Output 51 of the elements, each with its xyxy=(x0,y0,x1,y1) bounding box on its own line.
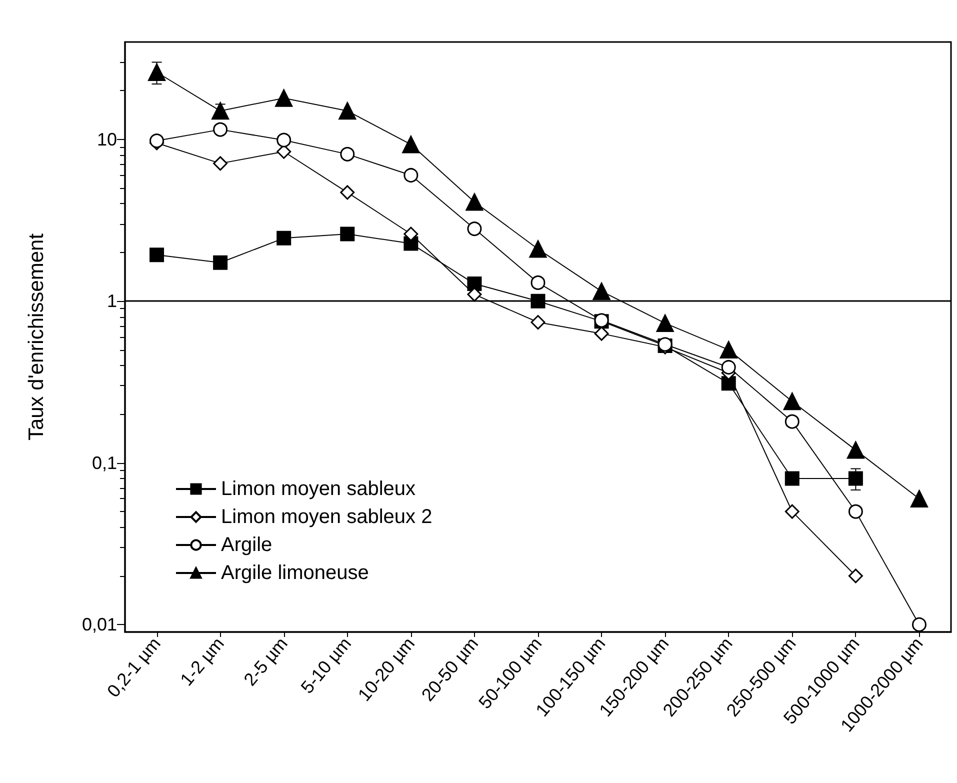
point xyxy=(467,276,482,292)
point xyxy=(784,471,800,486)
point xyxy=(466,193,484,211)
legend-label: Limon moyen sableux 2 xyxy=(221,506,432,528)
point xyxy=(721,360,736,375)
point xyxy=(594,326,609,341)
point xyxy=(213,156,228,171)
point xyxy=(213,122,228,137)
point xyxy=(846,441,864,459)
point xyxy=(912,617,926,632)
point xyxy=(212,102,230,120)
point xyxy=(783,392,801,410)
point xyxy=(404,168,418,183)
point xyxy=(910,490,928,508)
point xyxy=(276,230,292,246)
y-tick-label: 0,01 xyxy=(82,614,117,635)
y-tick-label: 1 xyxy=(106,291,117,312)
point xyxy=(148,64,166,82)
point xyxy=(276,132,292,148)
point xyxy=(530,315,546,330)
point xyxy=(402,136,420,154)
point xyxy=(338,102,356,120)
point xyxy=(150,134,164,148)
y-tick-label: 0,1 xyxy=(92,452,117,473)
y-axis-title: Taux d'enrichissement xyxy=(25,233,48,441)
point xyxy=(213,255,228,270)
point xyxy=(404,226,418,242)
legend-label: Limon moyen sableux xyxy=(221,478,416,500)
point xyxy=(656,314,674,332)
point xyxy=(721,376,736,391)
point xyxy=(592,282,610,300)
point xyxy=(467,222,482,236)
point xyxy=(784,504,800,519)
y-tick-label: 10 xyxy=(96,129,117,150)
point xyxy=(340,185,355,200)
point xyxy=(530,275,546,290)
x-tick-label: 1-2 µm xyxy=(176,634,228,690)
point xyxy=(848,568,863,584)
point xyxy=(848,504,863,519)
point xyxy=(720,341,738,359)
point xyxy=(340,226,355,242)
point xyxy=(530,294,546,308)
legend-label: Argile xyxy=(221,534,272,556)
point xyxy=(529,240,547,258)
legend-label: Argile limoneuse xyxy=(221,562,369,584)
point xyxy=(340,146,355,162)
point xyxy=(275,89,293,107)
x-tick-label: 2-5 µm xyxy=(240,634,292,690)
point xyxy=(150,248,164,262)
point xyxy=(784,414,800,429)
point xyxy=(848,471,863,486)
